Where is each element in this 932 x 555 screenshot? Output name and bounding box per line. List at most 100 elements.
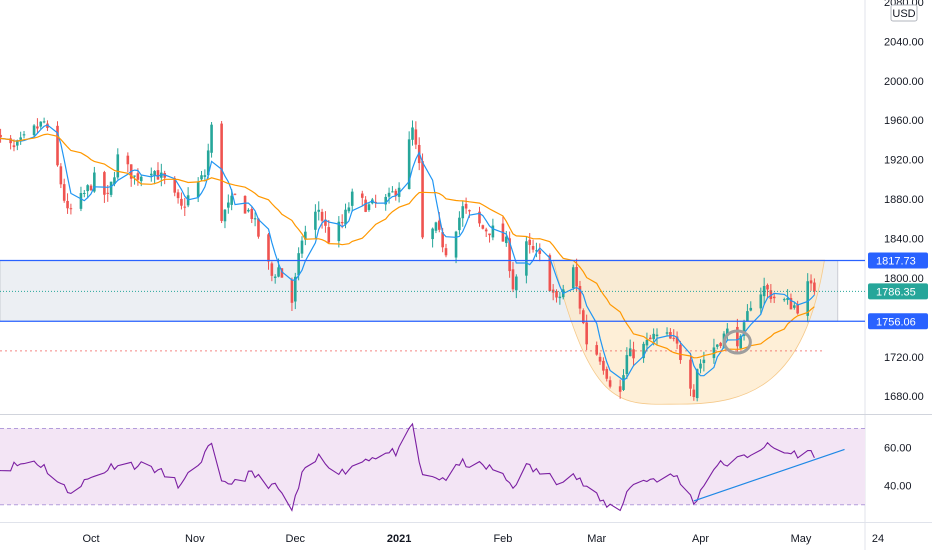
candle bbox=[19, 131, 22, 145]
candle bbox=[293, 272, 297, 310]
candle-body bbox=[515, 276, 518, 291]
candle bbox=[233, 193, 237, 196]
candle-body bbox=[806, 281, 809, 316]
candle-body bbox=[411, 127, 414, 140]
currency-badge[interactable]: USD bbox=[890, 4, 918, 22]
candle-body bbox=[468, 210, 471, 212]
candle bbox=[116, 148, 120, 180]
candle-body bbox=[504, 236, 508, 244]
candle-body bbox=[206, 150, 210, 176]
time-tick-label: 24 bbox=[872, 533, 884, 545]
candle-body bbox=[267, 234, 270, 262]
candle-body bbox=[575, 267, 578, 287]
candle-body bbox=[103, 172, 106, 195]
rsi-band bbox=[0, 428, 865, 505]
candle-body bbox=[742, 322, 746, 336]
candle-body bbox=[200, 175, 203, 180]
candle bbox=[414, 121, 418, 150]
candle-body bbox=[86, 185, 89, 192]
candle bbox=[642, 341, 645, 363]
candle-body bbox=[488, 233, 491, 236]
candle bbox=[535, 242, 538, 258]
candle-body bbox=[769, 290, 773, 300]
last-price-tag: 1786.35 bbox=[868, 283, 928, 300]
candle bbox=[374, 194, 377, 208]
time-tick-label: Oct bbox=[82, 533, 99, 545]
candle-body bbox=[173, 178, 177, 193]
support-tag-label: 1756.06 bbox=[876, 316, 916, 328]
candle bbox=[749, 301, 753, 312]
candle bbox=[391, 186, 394, 193]
candle-body bbox=[441, 232, 444, 248]
candle bbox=[327, 220, 331, 244]
candle-body bbox=[793, 305, 796, 308]
candle-body bbox=[531, 246, 535, 250]
candle bbox=[484, 227, 488, 238]
candle bbox=[511, 262, 515, 293]
candle-body bbox=[679, 344, 682, 360]
candle bbox=[766, 283, 769, 298]
candle-body bbox=[525, 241, 528, 276]
candle-body bbox=[337, 221, 341, 242]
candle bbox=[531, 239, 535, 253]
support-tag: 1756.06 bbox=[868, 313, 928, 330]
candle bbox=[598, 352, 602, 365]
candle bbox=[538, 243, 542, 262]
candle bbox=[431, 227, 434, 248]
candle-body bbox=[79, 193, 83, 209]
candle-body bbox=[297, 253, 300, 276]
candle bbox=[481, 224, 485, 230]
candle-body bbox=[702, 359, 706, 364]
candle-body bbox=[675, 336, 679, 344]
price-tick-label: 1880.00 bbox=[884, 194, 924, 206]
candle bbox=[421, 153, 424, 240]
candle-body bbox=[454, 231, 458, 258]
candle-body bbox=[421, 161, 424, 238]
candle-body bbox=[772, 296, 776, 299]
candle bbox=[39, 121, 43, 130]
candle bbox=[585, 314, 588, 351]
candle-body bbox=[461, 206, 465, 219]
candle bbox=[695, 368, 699, 402]
candle bbox=[675, 331, 679, 350]
candle bbox=[156, 162, 160, 180]
candle-body bbox=[692, 389, 696, 398]
candle-body bbox=[511, 269, 515, 290]
candle-body bbox=[719, 342, 722, 347]
candle bbox=[571, 264, 575, 291]
candle-body bbox=[558, 296, 562, 299]
candle-body bbox=[605, 368, 609, 379]
resistance-tag-label: 1817.73 bbox=[876, 255, 916, 267]
candle bbox=[126, 152, 130, 173]
candle bbox=[0, 128, 2, 143]
time-tick-label: Nov bbox=[185, 533, 205, 545]
rsi-tick-label: 60.00 bbox=[884, 443, 912, 455]
candle-body bbox=[749, 307, 753, 311]
candle bbox=[679, 340, 682, 364]
candle-body bbox=[715, 344, 719, 347]
candle bbox=[56, 121, 59, 167]
candle bbox=[257, 218, 260, 239]
candle bbox=[628, 339, 632, 357]
candle-body bbox=[458, 217, 461, 231]
candle-body bbox=[367, 204, 371, 210]
candle-body bbox=[139, 176, 143, 182]
candle-body bbox=[156, 170, 160, 180]
candle-body bbox=[618, 386, 622, 392]
candle-body bbox=[89, 185, 93, 191]
candle bbox=[454, 230, 458, 264]
candle-body bbox=[304, 231, 307, 240]
candle-body bbox=[176, 192, 180, 199]
candle bbox=[387, 187, 391, 204]
price-tick-label: 1720.00 bbox=[884, 352, 924, 364]
candle-body bbox=[652, 333, 655, 340]
candle-body bbox=[642, 343, 645, 359]
candle bbox=[411, 120, 414, 146]
candle-body bbox=[672, 337, 676, 339]
candle bbox=[689, 352, 692, 397]
candle bbox=[186, 187, 190, 208]
candle bbox=[153, 170, 156, 185]
candle bbox=[558, 291, 562, 305]
candle bbox=[93, 166, 96, 193]
price-tick-label: 2080.00 bbox=[884, 0, 924, 9]
